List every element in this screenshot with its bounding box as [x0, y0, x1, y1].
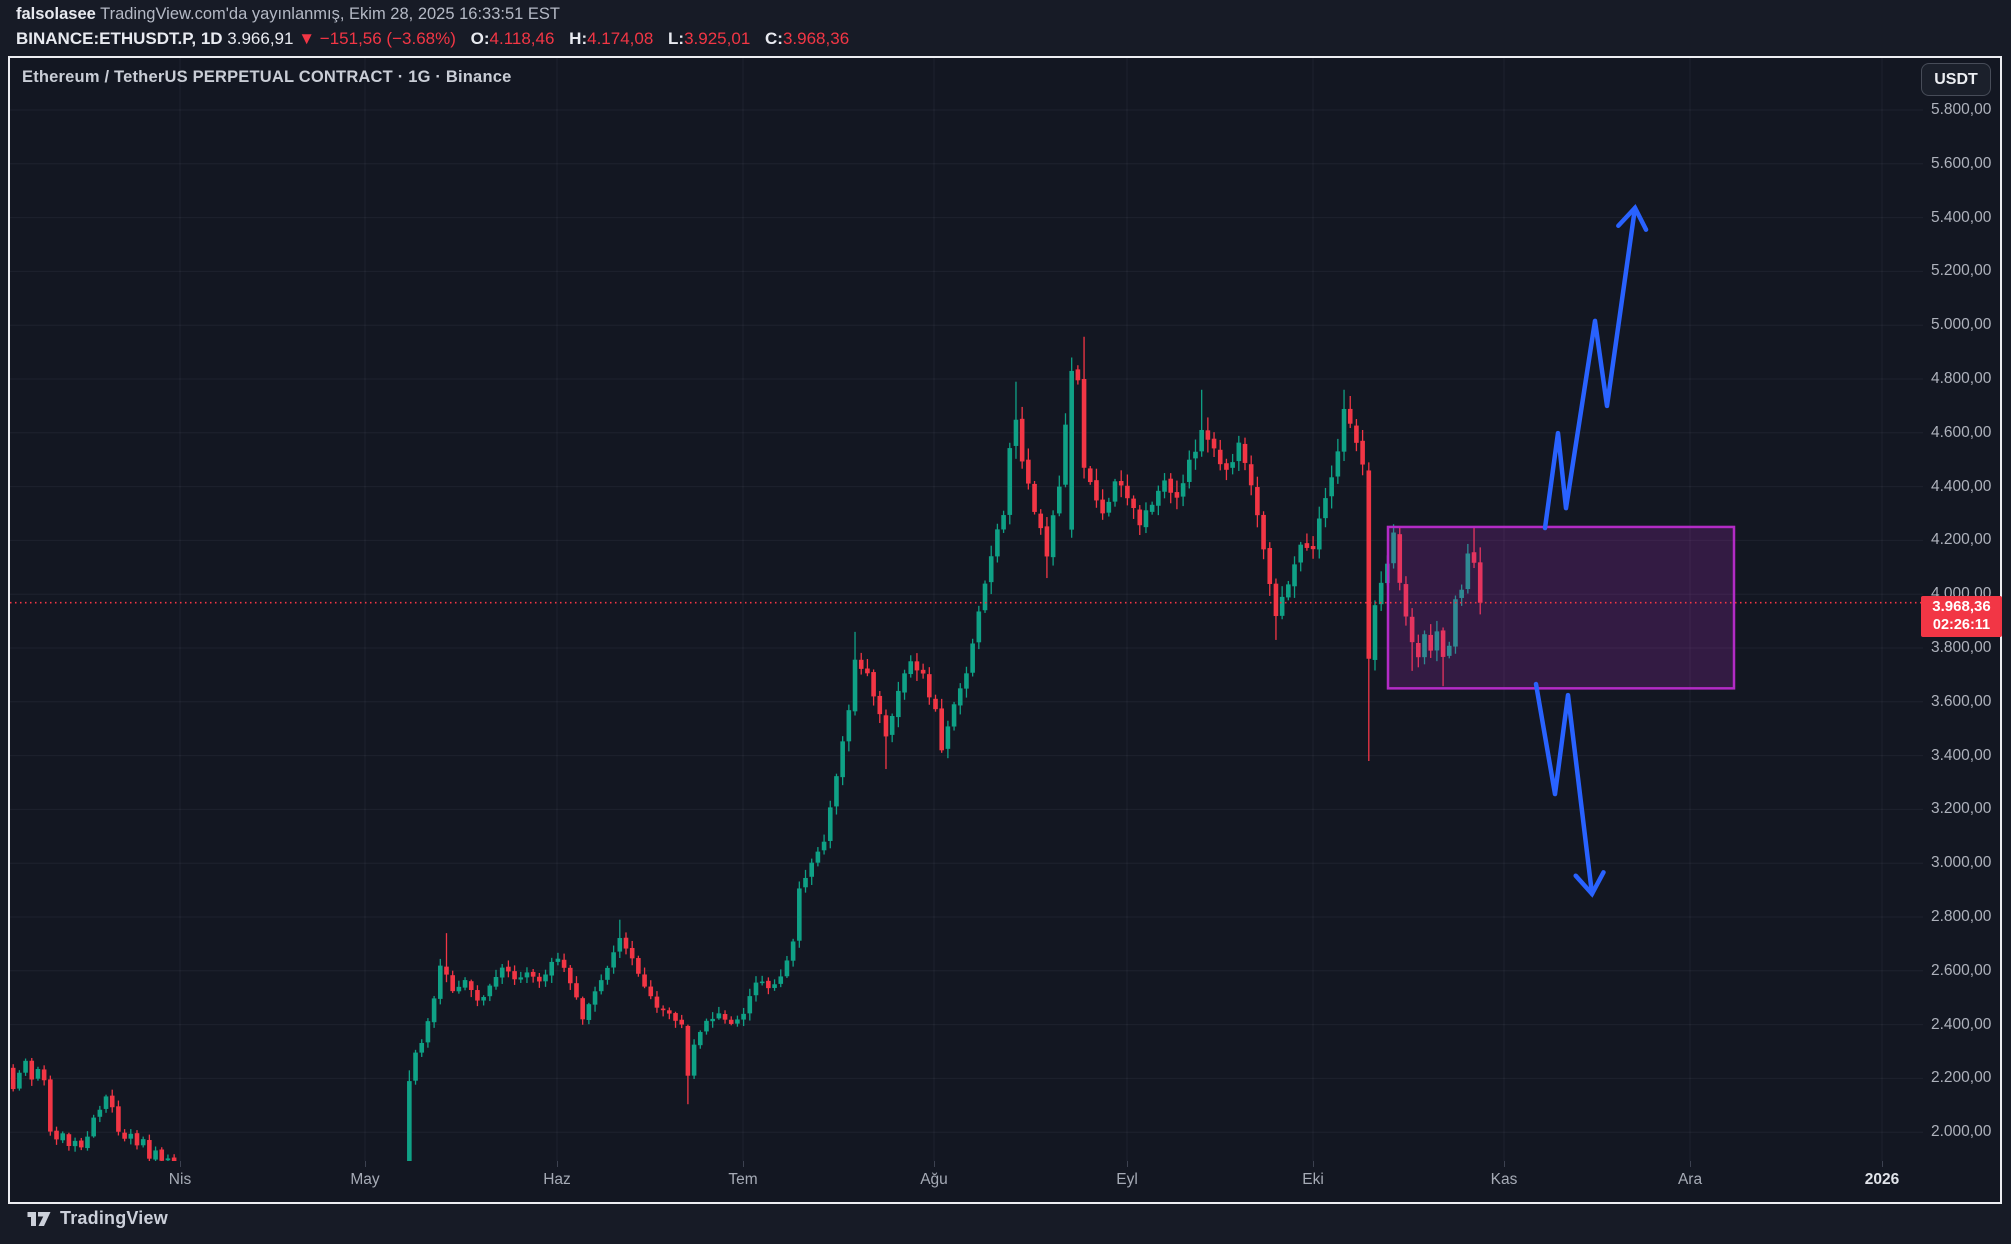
close-value: 3.968,36: [782, 29, 850, 48]
time-axis-tick: [934, 1161, 935, 1167]
time-axis-tick: [1127, 1161, 1128, 1167]
price-tick-label: 2.000,00: [1931, 1123, 1992, 1141]
time-axis-tick: [1313, 1161, 1314, 1167]
time-axis-tick: [743, 1161, 744, 1167]
time-axis-tick: [1504, 1161, 1505, 1167]
range-rectangle-drawing[interactable]: [1386, 525, 1736, 690]
interval-label: 1D: [200, 29, 223, 48]
price-change: −151,56 (−3.68%): [319, 29, 456, 48]
price-tick-label: 5.200,00: [1931, 262, 1992, 280]
price-tick-label: 2.400,00: [1931, 1015, 1992, 1033]
high-value: 4.174,08: [587, 29, 654, 48]
chart-title: Ethereum / TetherUS PERPETUAL CONTRACT ·…: [22, 68, 512, 86]
bar-countdown: 02:26:11: [1932, 617, 1991, 634]
tradingview-brand-text: TradingView: [60, 1208, 168, 1228]
time-tick-label: May: [350, 1171, 380, 1188]
tradingview-logo-icon: [27, 1211, 51, 1226]
publish-text: TradingView.com'da yayınlanmış, Ekim 28,…: [100, 5, 561, 23]
candlestick-series: [10, 336, 1483, 1161]
time-tick-label: Ara: [1677, 1171, 1703, 1188]
symbol-ohlc-bar: BINANCE:ETHUSDT.P, 1D 3.966,91 ▼ −151,56…: [16, 29, 849, 49]
price-tick-label: 3.800,00: [1931, 639, 1992, 656]
time-axis-tick: [557, 1161, 558, 1167]
time-axis-tick: [365, 1161, 366, 1167]
time-tick-label: Kas: [1490, 1171, 1518, 1188]
down-arrow-drawing[interactable]: [1533, 681, 1606, 898]
price-tick-label: 5.400,00: [1931, 208, 1992, 226]
time-tick-label: Nis: [168, 1171, 192, 1188]
price-tick-label: 4.600,00: [1931, 423, 1992, 441]
chart-canvas[interactable]: [10, 58, 1923, 1161]
down-triangle-icon: ▼: [298, 29, 316, 48]
price-tick-label: 2.200,00: [1931, 1069, 1992, 1087]
high-label: H:: [569, 29, 588, 48]
currency-toggle-button[interactable]: USDT: [1921, 63, 1991, 96]
price-tick-label: 4.400,00: [1931, 477, 1992, 495]
open-label: O:: [470, 29, 490, 48]
price-tick-label: 5.600,00: [1931, 154, 1992, 172]
chart-widget: Ethereum / TetherUS PERPETUAL CONTRACT ·…: [8, 56, 2002, 1204]
price-tick-label: 3.000,00: [1931, 854, 1992, 872]
price-tick-label: 4.800,00: [1931, 370, 1992, 387]
open-value: 4.118,46: [489, 29, 555, 48]
low-label: L:: [668, 29, 685, 48]
price-tick-label: 3.200,00: [1931, 800, 1992, 818]
gridlines: [10, 58, 1923, 1161]
time-tick-label: Eki: [1302, 1171, 1324, 1188]
time-tick-label: Eyl: [1116, 1171, 1138, 1188]
publish-info: falsolasee TradingView.com'da yayınlanmı…: [16, 5, 560, 24]
last-price: 3.966,91: [227, 29, 294, 48]
time-axis-tick: [180, 1161, 181, 1167]
time-tick-label: Haz: [543, 1171, 571, 1188]
time-axis-tick: [1882, 1161, 1883, 1167]
price-tick-label: 3.600,00: [1931, 692, 1992, 710]
time-tick-label: 2026: [1864, 1171, 1900, 1188]
time-axis[interactable]: Nis May Haz Tem Ağu Eyl Eki Kas Ara 2026: [10, 1161, 1923, 1202]
price-tick-label: 3.400,00: [1931, 746, 1992, 764]
symbol-name: BINANCE:ETHUSDT.P,: [16, 29, 197, 48]
price-tick-label: 5.000,00: [1931, 316, 1992, 334]
last-price-tag-value: 3.968,36: [1932, 597, 1991, 615]
price-tick-label: 5.800,00: [1931, 101, 1992, 118]
up-arrow-drawing[interactable]: [1542, 204, 1649, 531]
footer-branding[interactable]: TradingView: [27, 1208, 168, 1229]
time-tick-label: Ağu: [920, 1171, 948, 1188]
time-tick-label: Tem: [728, 1171, 758, 1188]
close-label: C:: [765, 29, 783, 48]
price-tick-label: 2.800,00: [1931, 908, 1992, 925]
price-tick-label: 2.600,00: [1931, 961, 1992, 979]
time-axis-tick: [1690, 1161, 1691, 1167]
low-value: 3.925,01: [684, 29, 751, 48]
price-tick-label: 4.200,00: [1931, 531, 1992, 549]
author-name: falsolasee: [16, 5, 96, 23]
last-price-tag: 3.968,36 02:26:11: [1921, 595, 2002, 637]
